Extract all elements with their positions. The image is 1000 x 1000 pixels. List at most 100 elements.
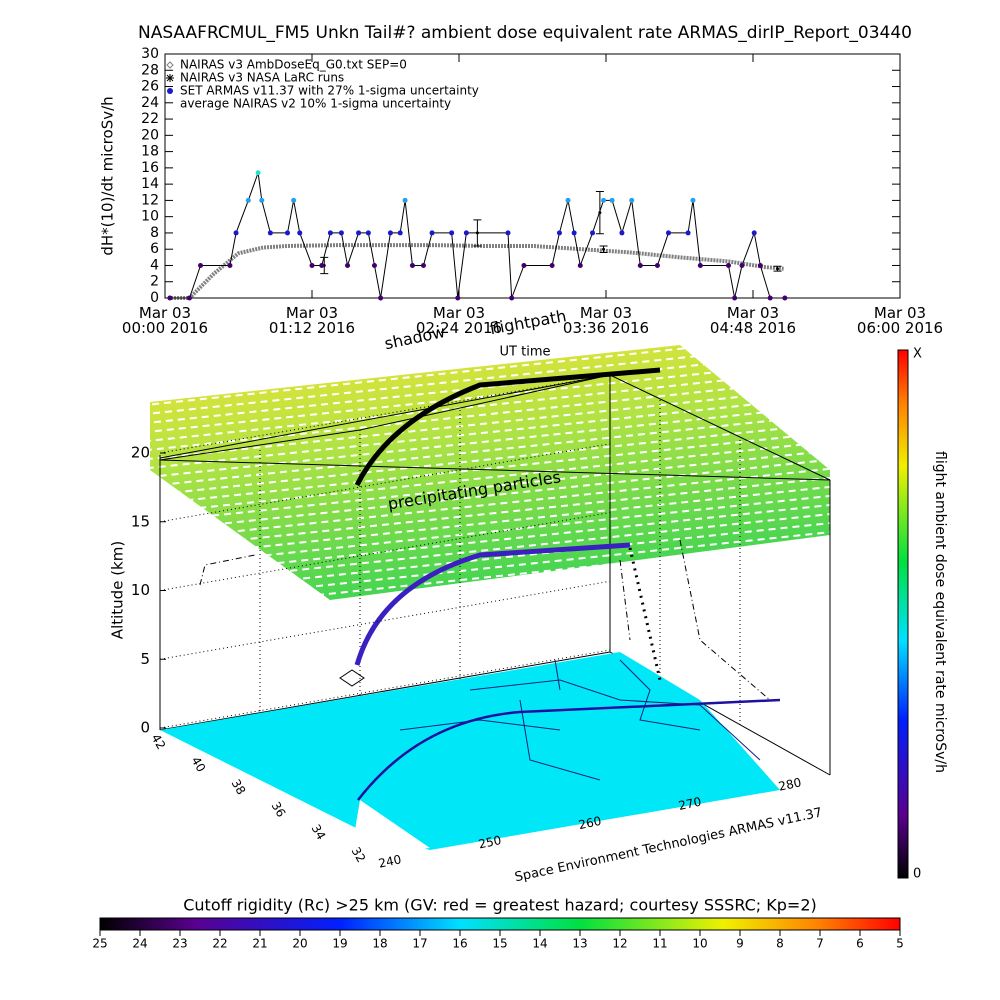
rc-tick-label: 10 [692,937,707,951]
y-tick-label: 10 [141,209,159,225]
lon-tick-label: 260 [577,814,602,832]
model-line [171,243,784,300]
z-grid [159,580,611,660]
armas-point [449,230,455,236]
map-floor [160,652,780,850]
rc-tick-label: 21 [252,937,267,951]
armas-point [233,230,239,236]
colorbar-label: flight ambient dose equivalent rate micr… [932,451,948,773]
colorbar-top: X [913,347,922,362]
armas-point [227,262,233,268]
rc-tick-label: 23 [172,937,187,951]
rc-title: Cutoff rigidity (Rc) >25 km (GV: red = g… [183,896,817,915]
z-tick-label: 10 [131,581,150,599]
armas-point [338,230,344,236]
y-axis-label: dH*(10)/dt microSv/h [99,96,117,255]
armas-point [685,230,691,236]
armas-point [556,230,562,236]
z-grid [159,374,611,454]
armas-point [751,230,757,236]
y-tick-label: 14 [141,176,159,192]
lat-tick-label: 38 [229,777,249,797]
lat-tick-label: 36 [269,799,289,819]
armas-point [378,295,384,301]
y-tick-label: 4 [150,257,159,273]
x-tick-label: Mar 03 02:24 2016 [415,304,503,337]
y-tick-label: 6 [150,241,159,257]
armas-point [619,230,625,236]
lat-tick-label: 34 [309,822,329,842]
armas-point [637,262,643,268]
rc-tick-label: 7 [816,937,824,951]
armas-point [309,262,315,268]
colorbar-bottom: 0 [913,867,921,882]
rc-tick-label: 15 [492,937,507,951]
armas-point [654,262,660,268]
armas-point [259,197,265,203]
x-tick-label: Mar 03 04:48 2016 [709,304,797,337]
armas-point [365,230,371,236]
armas-point [371,262,377,268]
colorbar [897,349,909,879]
rc-tick-label: 6 [856,937,864,951]
armas-point [397,230,403,236]
legend-marker [166,74,174,82]
armas-point [455,295,461,301]
z-axis-label: Altitude (km) [109,541,127,639]
legend-marker [167,88,173,94]
armas-point [565,197,571,203]
armas-point [757,262,763,268]
rc-tick-label: 20 [292,937,307,951]
lon-tick-label: 240 [377,852,402,870]
projection-line [159,374,611,459]
z-tick-label: 20 [131,444,150,462]
armas-point [402,197,408,203]
x-tick-label: Mar 03 00:00 2016 [121,304,209,337]
lat-tick-label: 40 [189,754,209,774]
x-tick-label: Mar 03 06:00 2016 [856,304,944,337]
rc-tick-label: 5 [896,937,904,951]
y-tick-label: 24 [141,95,159,111]
armas-point [590,230,596,236]
armas-point [187,295,192,301]
armas-point [245,197,251,203]
armas-point [255,170,261,176]
larc-point [602,247,606,251]
x-tick-label: Mar 03 01:12 2016 [268,304,356,337]
armas-point [420,262,426,268]
scene [150,345,831,850]
lat-tick-label: 42 [149,732,169,752]
legend-label: SET ARMAS v11.37 with 27% 1-sigma uncert… [180,84,479,98]
y-tick-label: 16 [141,160,159,176]
shadow-path [354,367,661,487]
armas-point [577,262,583,268]
box-edge [159,651,611,731]
rc-tick-label: 12 [612,937,627,951]
lat-tick-label: 32 [349,845,369,865]
armas-point [345,262,351,268]
takeoff-box [339,669,365,687]
armas-point [739,262,745,268]
armas-point [726,262,731,268]
armas-point [319,262,325,268]
armas-point [732,295,738,301]
armas-point [505,230,511,236]
armas-point [782,295,788,301]
armas-point [409,262,415,268]
z-tick-label: 5 [140,650,150,668]
armas-point [549,262,555,268]
rc-tick-label: 8 [776,937,784,951]
rc-colorbar [99,917,901,931]
rc-tick-label: 17 [412,937,427,951]
z-grid [159,649,611,729]
armas-point [767,295,773,301]
lon-tick-label: 250 [477,833,502,851]
y-tick-label: 2 [150,274,159,290]
plot-frame [164,53,901,299]
rc-tick-label: 18 [372,937,387,951]
armas-point [387,230,393,236]
armas-point [356,230,362,236]
lon-tick-label: 280 [777,775,802,793]
